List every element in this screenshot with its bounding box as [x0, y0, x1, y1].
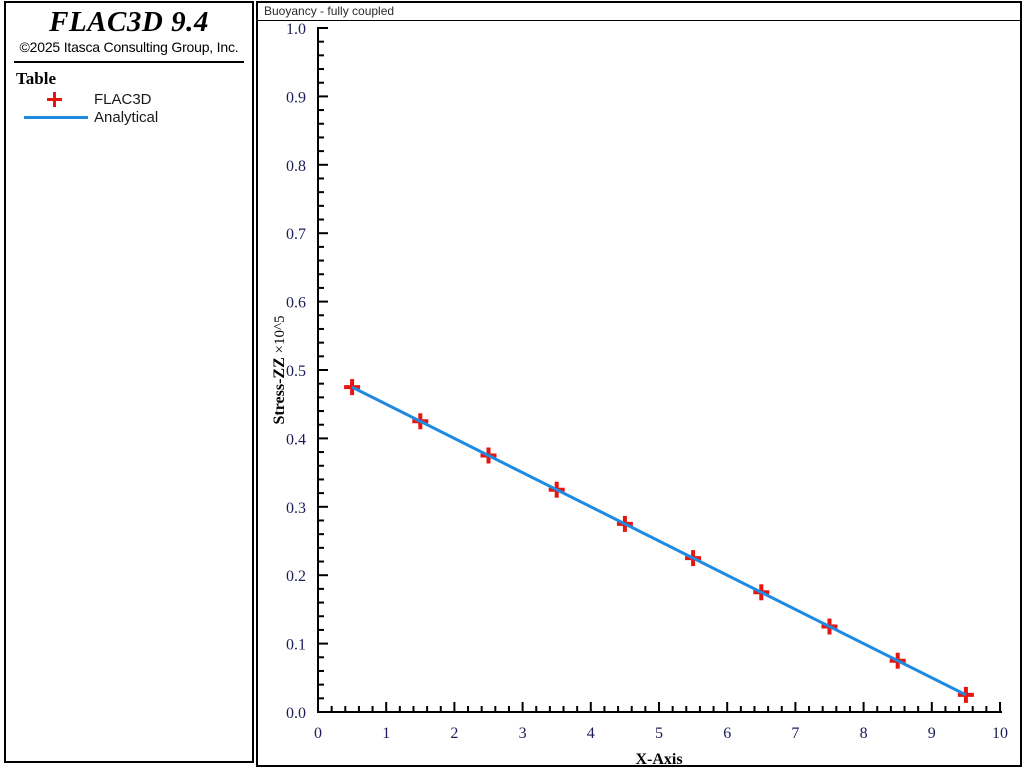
brand-divider: [14, 61, 244, 64]
legend-panel: FLAC3D 9.4 ©2025 Itasca Consulting Group…: [4, 1, 254, 763]
line-swatch-icon: [16, 108, 94, 126]
brand-title: FLAC3D 9.4: [49, 6, 209, 38]
plot-panel: Buoyancy - fully coupled: [256, 1, 1022, 767]
plus-marker-icon: [16, 90, 94, 108]
legend-item-label: Analytical: [94, 108, 159, 126]
plot-title: Buoyancy - fully coupled: [264, 4, 395, 18]
brand-copyright: ©2025 Itasca Consulting Group, Inc.: [19, 39, 239, 56]
legend-item-flac3d[interactable]: FLAC3D: [16, 90, 252, 108]
legend-heading: Table: [16, 69, 57, 89]
legend-item-label: FLAC3D: [94, 90, 152, 108]
legend-item-analytical[interactable]: Analytical: [16, 108, 252, 126]
plot-titlebar: Buoyancy - fully coupled: [258, 3, 1020, 21]
